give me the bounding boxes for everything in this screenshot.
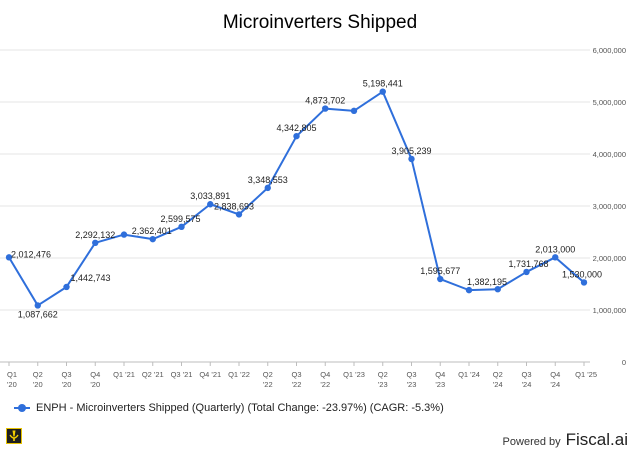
data-label: 1,442,743 <box>71 273 111 283</box>
y-axis-ticks: 0 1,000,000 2,000,000 3,000,000 4,000,000 5,0… <box>593 46 626 367</box>
data-point[interactable] <box>149 235 156 243</box>
x-tick-label: Q1 <box>7 370 17 379</box>
data-point[interactable] <box>63 283 70 291</box>
data-label: 4,342,805 <box>277 123 317 133</box>
data-label: 2,292,132 <box>75 230 115 240</box>
x-tick-label: '22 <box>263 380 273 389</box>
x-tick-label: Q1 '21 <box>113 370 135 379</box>
y-tick-label: 6,000,000 <box>593 46 626 55</box>
data-point[interactable] <box>523 268 530 276</box>
x-tick-label: '24 <box>550 380 560 389</box>
data-label: 2,013,000 <box>535 244 575 254</box>
data-label: 2,599,575 <box>161 214 201 224</box>
data-point[interactable] <box>437 275 444 283</box>
x-tick-label: Q2 <box>493 370 503 379</box>
x-tick-label: Q1 '22 <box>228 370 250 379</box>
x-tick-label: '23 <box>407 380 417 389</box>
data-point[interactable] <box>120 231 128 238</box>
y-tick-label: 2,000,000 <box>593 254 626 263</box>
data-label: 1,731,768 <box>509 259 549 269</box>
data-point[interactable] <box>552 254 559 261</box>
data-point[interactable] <box>322 105 329 112</box>
x-tick-label: Q3 '21 <box>171 370 193 379</box>
x-tick-label: Q1 '25 <box>575 370 597 379</box>
x-tick-label: Q2 <box>263 370 273 379</box>
data-point[interactable] <box>34 302 41 309</box>
legend-marker-icon <box>14 403 30 413</box>
data-labels: 2,012,476 1,087,662 1,442,743 2,292,132 2,36… <box>11 79 602 320</box>
legend[interactable]: ENPH - Microinverters Shipped (Quarterly… <box>14 402 444 414</box>
powered-by[interactable]: Powered by Fiscal.ai <box>503 430 628 450</box>
series-layer <box>5 88 588 309</box>
x-tick-label: Q3 <box>521 370 531 379</box>
data-label: 1,087,662 <box>18 309 58 319</box>
x-tick-label: Q2 <box>378 370 388 379</box>
data-label: 2,012,476 <box>11 249 51 259</box>
y-tick-label: 4,000,000 <box>593 150 626 159</box>
data-point[interactable] <box>408 155 415 163</box>
x-tick-label: '20 <box>90 380 100 389</box>
chart-title: Microinverters Shipped <box>222 12 418 33</box>
x-tick-label: '23 <box>378 380 388 389</box>
data-point[interactable] <box>465 286 473 294</box>
data-label: 1,382,195 <box>467 277 507 287</box>
data-label: 2,362,401 <box>132 226 172 236</box>
x-tick-label: Q4 <box>90 370 100 379</box>
data-point[interactable] <box>264 184 271 192</box>
x-tick-label: Q1 '24 <box>458 370 480 379</box>
x-tick-label: '22 <box>292 380 302 389</box>
data-label: 5,198,441 <box>363 79 403 89</box>
x-tick-label: '24 <box>493 380 503 389</box>
x-tick-label: Q4 '21 <box>199 370 221 379</box>
data-point[interactable] <box>379 88 386 95</box>
grid-lines <box>0 49 590 363</box>
x-tick-label: '22 <box>320 380 330 389</box>
y-tick-label: 0 <box>622 358 626 367</box>
x-tick-label: '23 <box>435 380 445 389</box>
data-point[interactable] <box>178 223 185 231</box>
x-tick-label: Q2 '21 <box>142 370 164 379</box>
data-label: 3,905,239 <box>392 146 432 156</box>
x-tick-label: Q3 <box>61 370 71 379</box>
legend-label: ENPH - Microinverters Shipped (Quarterly… <box>36 402 444 414</box>
y-tick-label: 3,000,000 <box>593 202 626 211</box>
data-point[interactable] <box>5 254 13 261</box>
data-label: 4,873,702 <box>305 96 345 106</box>
x-tick-label: '20 <box>62 380 72 389</box>
x-tick-label: '20 <box>33 380 43 389</box>
y-tick-label: 1,000,000 <box>593 306 626 315</box>
x-tick-label: Q4 <box>320 370 330 379</box>
x-tick-label: Q4 <box>435 370 445 379</box>
y-tick-label: 5,000,000 <box>593 98 626 107</box>
x-tick-label: Q1 '23 <box>343 370 365 379</box>
data-point[interactable] <box>207 201 214 208</box>
data-point[interactable] <box>92 239 99 247</box>
company-logo-icon <box>6 428 22 444</box>
x-tick-label: Q3 <box>291 370 301 379</box>
data-point[interactable] <box>350 107 358 115</box>
data-point[interactable] <box>494 286 501 293</box>
data-point[interactable] <box>293 132 300 140</box>
data-point[interactable] <box>580 279 588 286</box>
x-tick-label: Q3 <box>406 370 416 379</box>
x-tick-label: '24 <box>522 380 532 389</box>
data-label: 3,348,553 <box>248 175 288 185</box>
data-label: 2,838,693 <box>214 201 254 211</box>
data-label: 3,033,891 <box>190 191 230 201</box>
powered-by-label: Powered by <box>502 436 561 448</box>
data-label: 1,595,677 <box>420 266 460 276</box>
x-tick-label: '20 <box>7 380 17 389</box>
x-tick-label: Q2 <box>33 370 43 379</box>
x-tick-label: Q4 <box>550 370 560 379</box>
data-point[interactable] <box>235 211 243 218</box>
brand-name[interactable]: Fiscal.ai <box>565 430 628 449</box>
data-label: 1,530,000 <box>562 269 602 279</box>
